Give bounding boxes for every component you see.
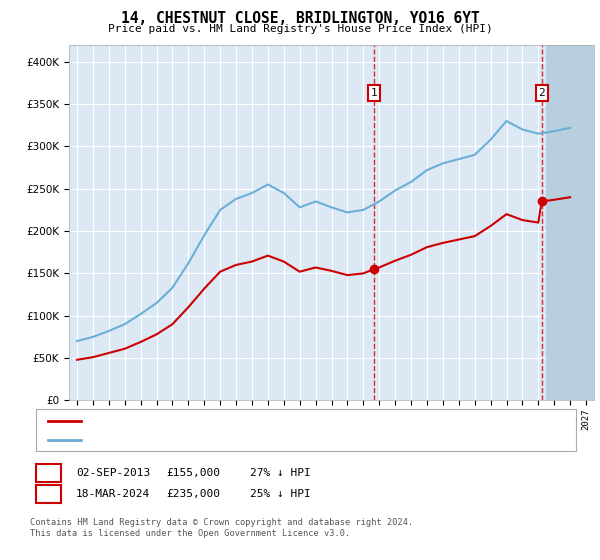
Text: 02-SEP-2013: 02-SEP-2013 bbox=[76, 468, 151, 478]
Text: This data is licensed under the Open Government Licence v3.0.: This data is licensed under the Open Gov… bbox=[30, 529, 350, 538]
Text: Price paid vs. HM Land Registry's House Price Index (HPI): Price paid vs. HM Land Registry's House … bbox=[107, 24, 493, 34]
Text: 2: 2 bbox=[538, 88, 545, 98]
Text: 25% ↓ HPI: 25% ↓ HPI bbox=[250, 489, 311, 499]
Text: HPI: Average price, detached house, East Riding of Yorkshire: HPI: Average price, detached house, East… bbox=[87, 435, 447, 445]
Text: 14, CHESTNUT CLOSE, BRIDLINGTON, YO16 6YT (detached house): 14, CHESTNUT CLOSE, BRIDLINGTON, YO16 6Y… bbox=[87, 416, 435, 426]
Text: £155,000: £155,000 bbox=[166, 468, 220, 478]
Text: 1: 1 bbox=[45, 466, 52, 480]
Text: 18-MAR-2024: 18-MAR-2024 bbox=[76, 489, 151, 499]
Bar bbox=[546, 45, 594, 400]
Text: £235,000: £235,000 bbox=[166, 489, 220, 499]
Text: 1: 1 bbox=[371, 88, 377, 98]
Text: 2: 2 bbox=[45, 487, 52, 501]
Bar bbox=[546, 45, 594, 400]
Text: Contains HM Land Registry data © Crown copyright and database right 2024.: Contains HM Land Registry data © Crown c… bbox=[30, 518, 413, 527]
Text: 27% ↓ HPI: 27% ↓ HPI bbox=[250, 468, 311, 478]
Text: 14, CHESTNUT CLOSE, BRIDLINGTON, YO16 6YT: 14, CHESTNUT CLOSE, BRIDLINGTON, YO16 6Y… bbox=[121, 11, 479, 26]
